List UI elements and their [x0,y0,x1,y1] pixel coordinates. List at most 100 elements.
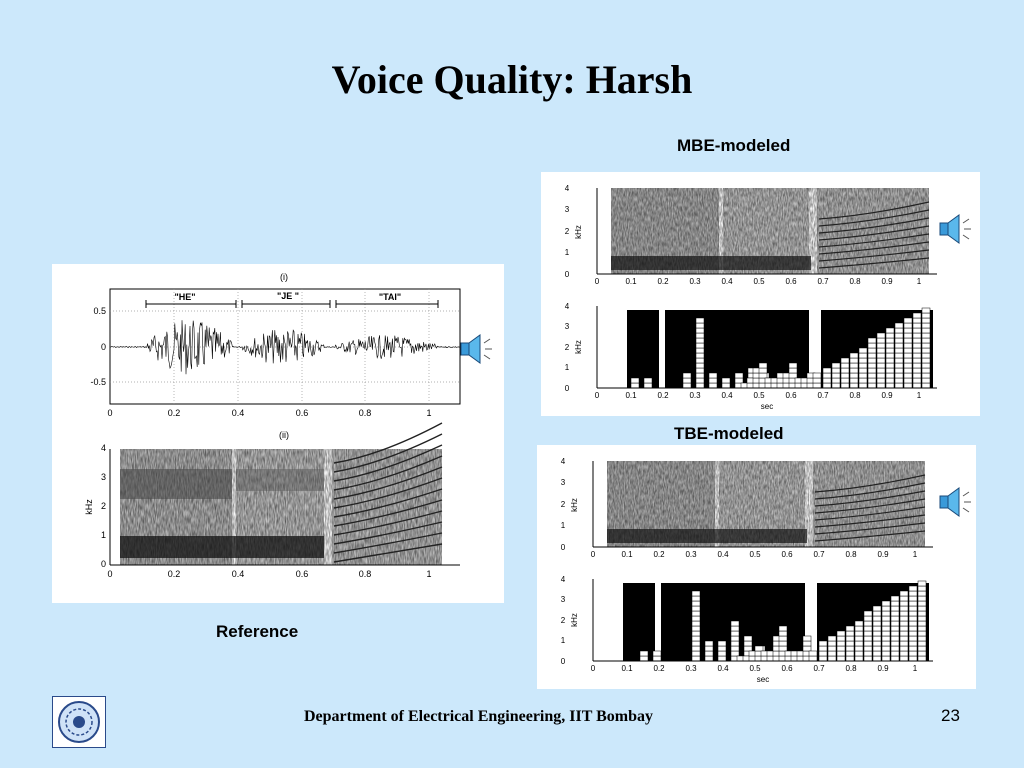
voiced-cell [867,352,877,359]
voiced-cell [788,372,798,379]
vplot-y-tick: 3 [565,322,570,331]
speaker-icon[interactable] [937,484,973,520]
voiced-cell [890,620,900,627]
voiced-cell [872,640,882,647]
harmonic-line [333,488,443,518]
voiced-cell [863,635,873,642]
voiced-cell [917,595,927,602]
reference-figure-svg: (i) "HE" "JE " "TAI" 0.5 0 -0.5 0 0.2 0.… [84,272,461,579]
voiced-cell [908,650,918,657]
voiced-cell [917,650,927,657]
harmonic-line [333,510,443,536]
voiced-cell [867,357,877,364]
voiced-cell [836,655,846,662]
waveform-axes [109,288,461,405]
voiced-cell [908,620,918,627]
voiced-cell [758,367,768,374]
spec-x-tick: 0.8 [845,550,857,559]
voiced-cell [854,635,864,642]
voiced-cell [730,625,740,632]
voiced-cell [899,605,909,612]
spec-y-tick: 3 [101,472,106,482]
segment-label-tai: "TAI" [379,292,401,302]
voiced-cell [921,332,931,339]
voiced-cell [908,590,918,597]
voiced-cell [704,650,714,657]
spec-x-tick: 0.9 [877,550,889,559]
voiced-cell [917,605,927,612]
voiced-cell [778,635,788,642]
voiced-cell [872,615,882,622]
voiced-cell [903,327,913,334]
vplot-x-tick: 0.4 [721,391,733,400]
voiced-cell [840,357,850,364]
voiced-cell [917,610,927,617]
spec-x-tick: 0.8 [359,569,372,579]
panel-i-label: (i) [280,272,288,282]
voiced-cell [912,377,922,384]
tbe-figure-svg: 4 3 2 1 0 kHz 0 0.1 0.2 0.3 0.4 0.5 0.6 0.7 0.8 0.9 1 4 3 2… [561,457,933,684]
voiced-cell [885,337,895,344]
voiced-cell [858,382,868,389]
voiced-cell [730,650,740,657]
mbe-figure: 4 3 2 1 0 kHz 0 0.1 0.2 0.3 0.4 0.5 0.6 0.7 0.8 0.9 1 4 3 2… [541,172,980,416]
speaker-icon[interactable] [458,331,494,367]
voiced-cell [822,382,832,389]
voiced-cell [695,377,705,384]
reference-caption: Reference [216,622,299,641]
page-number: 23 [941,706,960,725]
voiced-cell [903,337,913,344]
voiced-cell [908,645,918,652]
speaker-icon[interactable] [937,211,973,247]
voiced-cell [858,352,868,359]
voiced-cell [827,635,837,642]
voiced-cell [691,630,701,637]
voiced-cell [912,327,922,334]
voiced-cell [691,590,701,597]
voiced-cell [876,342,886,349]
voiced-cell [890,615,900,622]
voiced-cell [894,347,904,354]
voiced-cell [695,327,705,334]
vplot-x-tick: 0.3 [689,391,701,400]
voiced-cell [840,372,850,379]
voiced-cell [908,585,918,592]
mbe-caption: MBE-modeled [677,136,791,155]
voiced-cell [695,342,705,349]
voiced-cell [858,347,868,354]
voiced-cell [881,640,891,647]
vplot-y-tick: 1 [561,636,566,645]
voiced-cell [890,600,900,607]
voiced-cell [863,650,873,657]
spec-y-tick: 4 [101,443,106,453]
voiced-cell [691,615,701,622]
voiced-cell [717,640,727,647]
voiced-cell [881,645,891,652]
wave-x-tick: 0.2 [168,408,181,418]
voiced-cell [894,327,904,334]
voiced-cell [758,362,768,369]
voiced-cell [908,605,918,612]
voiced-cell [885,342,895,349]
vplot-x-tick: 0.9 [881,391,893,400]
spec-x-tick: 0.7 [813,550,825,559]
voiced-cell [827,640,837,647]
voiced-cell [917,640,927,647]
voiced-cell [899,650,909,657]
voiced-cell [894,372,904,379]
voiced-cell [717,650,727,657]
iit-bombay-logo [52,696,106,748]
spec-x-tick: 0.1 [625,277,637,286]
voiced-cell [890,625,900,632]
vplot-y-tick: 2 [561,616,566,625]
voiced-cell [802,635,812,642]
spec-y-tick: 3 [565,205,570,214]
voiced-cell [831,372,841,379]
spec-y-tick: 2 [565,227,570,236]
spec-x-tick: 0.3 [689,277,701,286]
voiced-cell [854,625,864,632]
voiced-cell [908,655,918,662]
voiced-cell [912,382,922,389]
voiced-cell [778,625,788,632]
voiced-cell [921,317,931,324]
